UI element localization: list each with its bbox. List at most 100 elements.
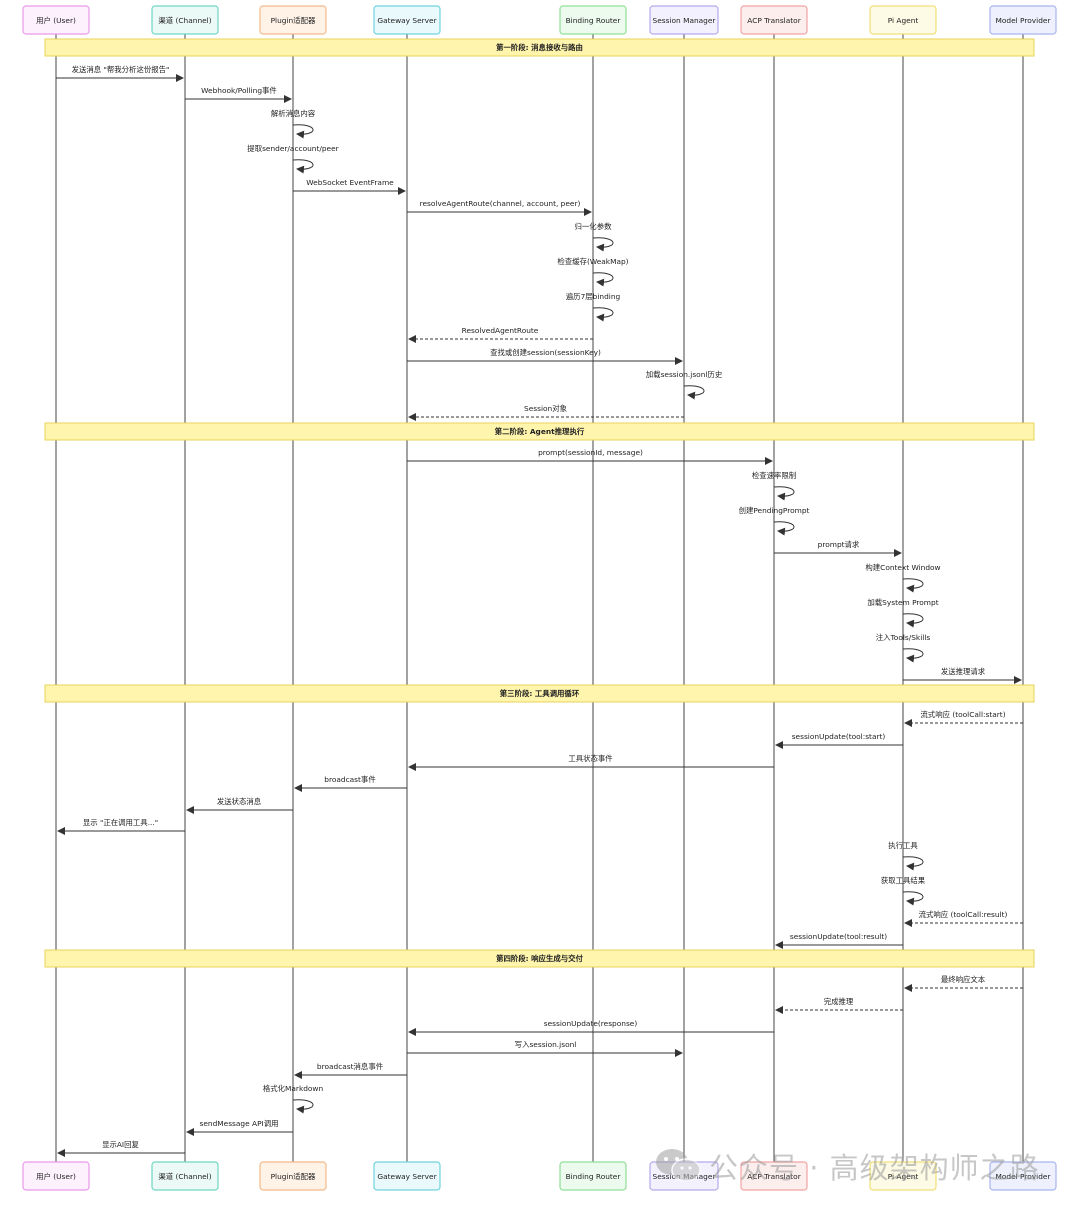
message-label: 加载System Prompt xyxy=(867,598,938,607)
participant-box xyxy=(373,5,441,35)
participant-box xyxy=(151,1161,219,1191)
message-arrow xyxy=(773,486,795,501)
participant-label: ACP Translator xyxy=(747,16,801,25)
participant-label: Pi Agent xyxy=(888,1172,919,1181)
message: sendMessage API调用 xyxy=(186,1119,293,1136)
message: 查找或创建session(sessionKey) xyxy=(407,348,683,365)
message: 发送状态消息 xyxy=(186,797,293,814)
message: 显示 "正在调用工具..." xyxy=(57,818,185,835)
participant-box xyxy=(259,1161,327,1191)
message-label: 发送状态消息 xyxy=(217,797,261,806)
message-label: 发送推理请求 xyxy=(941,667,986,676)
participant-box xyxy=(740,5,808,35)
participant-bottom: Plugin适配器 xyxy=(259,1161,327,1191)
wechat-icon xyxy=(656,1149,701,1182)
participant-label: Binding Router xyxy=(566,1172,622,1181)
phase-label: 第四阶段: 响应生成与交付 xyxy=(496,954,583,963)
message-label: 流式响应 (toolCall:start) xyxy=(920,710,1005,719)
message-arrow xyxy=(773,521,795,536)
participant-label: Plugin适配器 xyxy=(271,1172,316,1181)
message-label: 工具状态事件 xyxy=(568,754,613,763)
message-label: resolveAgentRoute(channel, account, peer… xyxy=(420,199,581,208)
message-label: 遍历7层binding xyxy=(566,292,621,301)
message-arrow xyxy=(902,578,924,593)
message-label: prompt(sessionId, message) xyxy=(538,448,643,457)
message-label: 加载session.jsonl历史 xyxy=(646,370,723,379)
message-label: 创建PendingPrompt xyxy=(739,506,810,515)
message: sessionUpdate(tool:start) xyxy=(775,732,903,749)
message-label: sessionUpdate(response) xyxy=(544,1019,638,1028)
message-label: 提取sender/account/peer xyxy=(247,144,339,153)
participant-box xyxy=(559,5,627,35)
participant-label: ACP Translator xyxy=(747,1172,801,1181)
participant-top: ACP Translator xyxy=(740,5,808,35)
message-label: 显示 "正在调用工具..." xyxy=(83,818,158,827)
participant-box xyxy=(259,5,327,35)
self-message: 注入Tools/Skills xyxy=(876,633,931,663)
message-label: 发送消息 "帮我分析这份报告" xyxy=(72,65,170,74)
phase-band xyxy=(44,422,1035,441)
message-label: 检查缓存(WeakMap) xyxy=(557,257,628,266)
participant-box xyxy=(649,5,719,35)
message-label: sendMessage API调用 xyxy=(200,1119,279,1128)
self-message: 提取sender/account/peer xyxy=(247,144,340,174)
participant-label: Session Manager xyxy=(653,16,717,25)
message-label: ResolvedAgentRoute xyxy=(462,326,539,335)
participant-label: 用户 (User) xyxy=(36,16,76,25)
participant-box xyxy=(22,5,90,35)
phase-label: 第一阶段: 消息接收与路由 xyxy=(496,43,583,52)
participant-label: 用户 (User) xyxy=(36,1172,76,1181)
participant-top: 渠道 (Channel) xyxy=(151,5,219,35)
participant-label: Model Provider xyxy=(996,16,1052,25)
self-message: 归一化参数 xyxy=(575,222,614,252)
participant-box xyxy=(989,5,1057,35)
phase-band xyxy=(44,38,1035,57)
message-label: Webhook/Polling事件 xyxy=(201,86,277,95)
self-message: 格式化Markdown xyxy=(263,1084,324,1114)
message-label: 解析消息内容 xyxy=(271,109,316,118)
participant-bottom: 渠道 (Channel) xyxy=(151,1161,219,1191)
message-arrow xyxy=(592,237,614,252)
message-label: broadcast事件 xyxy=(324,775,376,784)
participant-label: Gateway Server xyxy=(377,1172,437,1181)
message-arrow xyxy=(902,891,924,906)
message-label: 格式化Markdown xyxy=(263,1084,324,1093)
phase-label: 第三阶段: 工具调用循环 xyxy=(500,689,580,698)
participant-top: Session Manager xyxy=(649,5,719,35)
message-label: 完成推理 xyxy=(824,997,854,1006)
message-label: sessionUpdate(tool:result) xyxy=(790,932,887,941)
participant-label: 渠道 (Channel) xyxy=(158,16,211,25)
message: ResolvedAgentRoute xyxy=(408,326,593,343)
message-label: 注入Tools/Skills xyxy=(876,633,931,642)
participant-top: Pi Agent xyxy=(869,5,937,35)
self-message: 加载System Prompt xyxy=(867,598,939,628)
message-arrow xyxy=(902,648,924,663)
participant-label: Pi Agent xyxy=(888,16,919,25)
message-label: 写入session.jsonl xyxy=(515,1040,577,1049)
message-arrow xyxy=(292,1099,314,1114)
self-message: 检查速率限制 xyxy=(752,471,796,501)
participant-box xyxy=(869,1161,937,1191)
message: resolveAgentRoute(channel, account, peer… xyxy=(407,199,592,216)
participant-top: Gateway Server xyxy=(373,5,441,35)
message-arrow xyxy=(292,159,314,174)
message: WebSocket EventFrame xyxy=(293,178,406,195)
message: prompt(sessionId, message) xyxy=(407,448,773,465)
message: 工具状态事件 xyxy=(408,754,774,771)
message: Session对象 xyxy=(408,404,684,421)
message-arrow xyxy=(902,856,924,871)
participant-top: Plugin适配器 xyxy=(259,5,327,35)
participant-top: 用户 (User) xyxy=(22,5,90,35)
message-label: 显示AI回复 xyxy=(102,1140,139,1149)
participant-box xyxy=(373,1161,441,1191)
message: 显示AI回复 xyxy=(57,1140,185,1157)
self-message: 构建Context Window xyxy=(865,563,941,593)
message-arrow xyxy=(592,307,614,322)
watermark-text: 公众号 · 高级架构师之路 xyxy=(709,1151,1040,1185)
phase-label: 第二阶段: Agent推理执行 xyxy=(495,427,585,436)
message-label: 检查速率限制 xyxy=(752,471,796,480)
phase-band xyxy=(44,949,1035,968)
message: broadcast事件 xyxy=(294,775,407,792)
participant-box xyxy=(559,1161,627,1191)
